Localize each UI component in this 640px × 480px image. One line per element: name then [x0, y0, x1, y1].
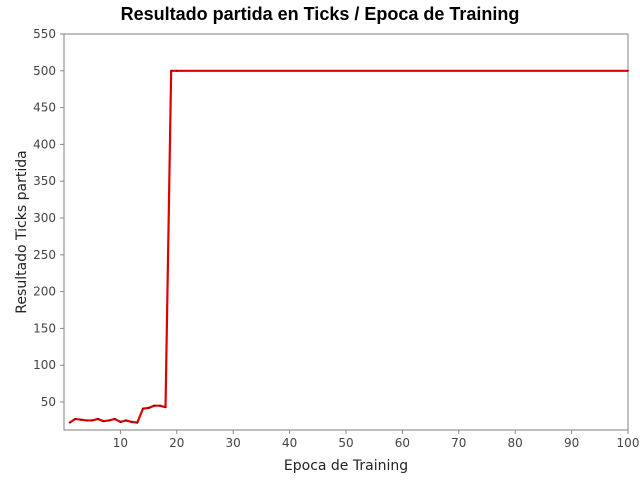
- data-point: [96, 418, 99, 420]
- data-point: [113, 418, 116, 420]
- data-point: [164, 406, 167, 409]
- series-layer: [68, 69, 629, 424]
- y-tick-label: 150: [33, 321, 56, 335]
- x-tick-label: 50: [338, 436, 353, 450]
- chart-title: Resultado partida en Ticks / Epoca de Tr…: [121, 4, 520, 24]
- y-tick-label: 200: [33, 285, 56, 299]
- x-tick-label: 20: [169, 436, 184, 450]
- data-point: [147, 407, 150, 409]
- y-tick-label: 300: [33, 211, 56, 225]
- data-point: [142, 407, 144, 410]
- x-tick-label: 30: [226, 436, 241, 450]
- x-tick-label: 40: [282, 436, 297, 450]
- data-point: [68, 421, 71, 424]
- x-tick-label: 70: [451, 436, 466, 450]
- y-tick-label: 550: [33, 27, 56, 41]
- y-axis: 50 100 150 200 250 300 350 400 450 500 550: [33, 27, 64, 409]
- y-axis-label: Resultado Ticks partida: [14, 150, 30, 313]
- x-tick-label: 100: [617, 436, 640, 450]
- x-tick-label: 80: [508, 436, 523, 450]
- y-tick-label: 50: [41, 395, 56, 409]
- data-point: [91, 419, 94, 422]
- data-point: [136, 421, 139, 424]
- x-tick-label: 10: [113, 436, 128, 450]
- data-point: [130, 421, 133, 423]
- y-tick-label: 450: [33, 101, 56, 115]
- data-point: [80, 418, 82, 421]
- x-tick-label: 90: [564, 436, 579, 450]
- data-point: [627, 69, 629, 72]
- y-tick-label: 100: [33, 358, 56, 372]
- y-tick-label: 500: [33, 64, 56, 78]
- x-axis-label: Epoca de Training: [284, 458, 408, 474]
- data-point: [102, 420, 105, 423]
- data-point: [108, 419, 111, 422]
- plot-area: [63, 33, 629, 431]
- data-point: [119, 421, 122, 423]
- data-point: [74, 418, 77, 420]
- data-point: [170, 69, 173, 72]
- x-tick-label: 60: [395, 436, 410, 450]
- data-point: [85, 419, 88, 422]
- y-tick-label: 400: [33, 137, 56, 151]
- y-tick-label: 350: [33, 174, 56, 188]
- data-point: [175, 69, 178, 72]
- x-axis: 10 20 30 40 50 60 70 80 90 100: [113, 430, 640, 450]
- y-tick-label: 250: [33, 248, 56, 262]
- data-point: [158, 404, 161, 407]
- data-point: [125, 419, 127, 422]
- data-point: [153, 404, 156, 407]
